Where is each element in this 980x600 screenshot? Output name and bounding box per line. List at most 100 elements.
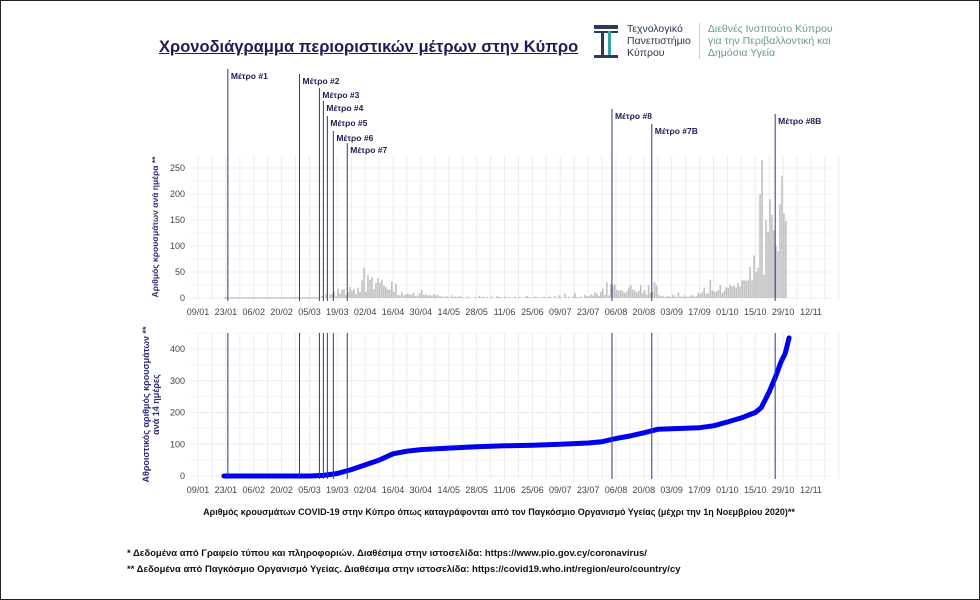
bar	[381, 279, 383, 298]
bar	[671, 294, 674, 298]
measure-label: Μέτρο #6	[336, 133, 373, 143]
bar	[482, 296, 485, 298]
x-tick-label: 05/03	[298, 485, 321, 495]
bar	[520, 297, 523, 298]
bar	[357, 287, 359, 298]
bar	[731, 286, 733, 298]
bar	[677, 292, 680, 298]
bar	[697, 292, 700, 298]
data-point	[613, 436, 618, 441]
y-tick-label: 250	[170, 163, 185, 173]
bar	[741, 280, 743, 298]
bar	[771, 214, 773, 298]
bar	[466, 296, 469, 298]
data-point	[530, 443, 535, 448]
bar	[602, 288, 604, 298]
bar	[651, 291, 654, 298]
bar	[432, 294, 435, 298]
bar	[406, 293, 409, 298]
bar	[691, 294, 694, 298]
bar	[580, 296, 582, 298]
bar	[669, 296, 672, 298]
bar	[397, 294, 399, 298]
bar	[470, 297, 473, 298]
bar	[675, 296, 678, 298]
bar	[657, 294, 660, 298]
x-tick-label: 16/04	[382, 485, 405, 495]
data-point	[783, 351, 788, 356]
bar	[323, 297, 325, 298]
x-tick-label: 09/07	[549, 307, 572, 317]
bar	[739, 286, 741, 298]
x-tick-label: 30/04	[410, 485, 433, 495]
bar	[325, 293, 327, 298]
bar	[369, 279, 371, 298]
bar	[665, 296, 668, 298]
bar	[402, 295, 405, 298]
bar	[592, 295, 594, 298]
measure-label: Μέτρο #8	[615, 111, 652, 121]
bar	[715, 291, 718, 298]
measure-label: Μέτρο #1	[231, 71, 268, 81]
bar	[428, 294, 431, 298]
data-point	[641, 430, 646, 435]
bar	[727, 288, 730, 298]
bar	[594, 292, 596, 298]
bar	[480, 297, 483, 298]
data-point	[739, 415, 744, 420]
bar	[518, 296, 521, 298]
bar	[631, 289, 634, 298]
bar	[673, 295, 676, 298]
bar	[345, 294, 347, 298]
data-point	[404, 449, 409, 454]
data-point	[558, 442, 563, 447]
bar	[363, 267, 365, 298]
bar	[745, 280, 747, 298]
bar	[506, 297, 509, 298]
data-point	[474, 444, 479, 449]
bar	[681, 296, 684, 298]
bar	[500, 296, 503, 298]
bar	[383, 285, 385, 298]
bar	[560, 296, 562, 298]
x-tick-label: 12/11	[800, 485, 822, 495]
measure-label: Μέτρο #3	[322, 90, 359, 100]
measure-label: Μέτρο #4	[326, 103, 363, 113]
bar	[321, 295, 323, 298]
x-axis-title: Αριθμός κρουσμάτων COVID-19 στην Κύπρο ό…	[203, 507, 795, 517]
data-point	[779, 359, 784, 364]
bar	[590, 294, 592, 298]
bar	[359, 291, 361, 298]
bar	[498, 296, 501, 298]
bar	[749, 266, 751, 298]
bar	[379, 282, 381, 298]
measure-label: Μέτρο #8B	[778, 116, 821, 126]
bar	[637, 290, 640, 298]
bar	[546, 297, 548, 298]
bar	[540, 297, 542, 298]
x-tick-label: 06/02	[242, 485, 265, 495]
bar	[564, 293, 566, 298]
data-point	[221, 474, 226, 478]
bar	[633, 290, 636, 298]
bar	[707, 293, 710, 298]
footnote-1: * Δεδομένα από Γραφείο τύπου και πληροφο…	[127, 548, 647, 559]
x-tick-label: 29/10	[772, 485, 795, 495]
bar	[611, 285, 614, 298]
y-tick-label: 200	[170, 408, 185, 418]
bar	[693, 296, 696, 298]
bar	[375, 282, 377, 298]
bar	[351, 290, 353, 298]
x-tick-label: 28/05	[465, 485, 488, 495]
y-tick-label: 100	[170, 439, 185, 449]
bar	[606, 282, 608, 298]
bar	[643, 290, 646, 298]
bar	[454, 296, 457, 298]
bar	[534, 296, 536, 298]
bar	[528, 296, 530, 298]
university-logo-icon	[594, 25, 618, 58]
bar	[385, 287, 387, 298]
x-tick-label: 11/06	[494, 307, 516, 317]
bar	[753, 255, 755, 298]
bar	[420, 290, 423, 298]
